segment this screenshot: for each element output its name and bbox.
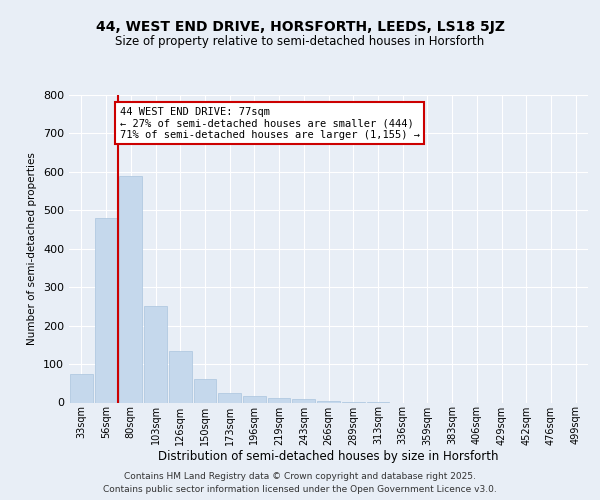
Bar	[268, 398, 290, 402]
Bar	[317, 400, 340, 402]
Bar	[70, 374, 93, 402]
Bar	[95, 218, 118, 402]
Bar	[119, 176, 142, 402]
Bar	[218, 393, 241, 402]
Text: Contains HM Land Registry data © Crown copyright and database right 2025.
Contai: Contains HM Land Registry data © Crown c…	[103, 472, 497, 494]
Bar	[144, 306, 167, 402]
Bar	[292, 400, 315, 402]
Text: 44 WEST END DRIVE: 77sqm
← 27% of semi-detached houses are smaller (444)
71% of : 44 WEST END DRIVE: 77sqm ← 27% of semi-d…	[119, 106, 419, 140]
X-axis label: Distribution of semi-detached houses by size in Horsforth: Distribution of semi-detached houses by …	[158, 450, 499, 463]
Bar	[194, 380, 216, 402]
Text: 44, WEST END DRIVE, HORSFORTH, LEEDS, LS18 5JZ: 44, WEST END DRIVE, HORSFORTH, LEEDS, LS…	[95, 20, 505, 34]
Y-axis label: Number of semi-detached properties: Number of semi-detached properties	[28, 152, 37, 345]
Bar	[169, 350, 191, 403]
Bar	[243, 396, 266, 402]
Text: Size of property relative to semi-detached houses in Horsforth: Size of property relative to semi-detach…	[115, 35, 485, 48]
